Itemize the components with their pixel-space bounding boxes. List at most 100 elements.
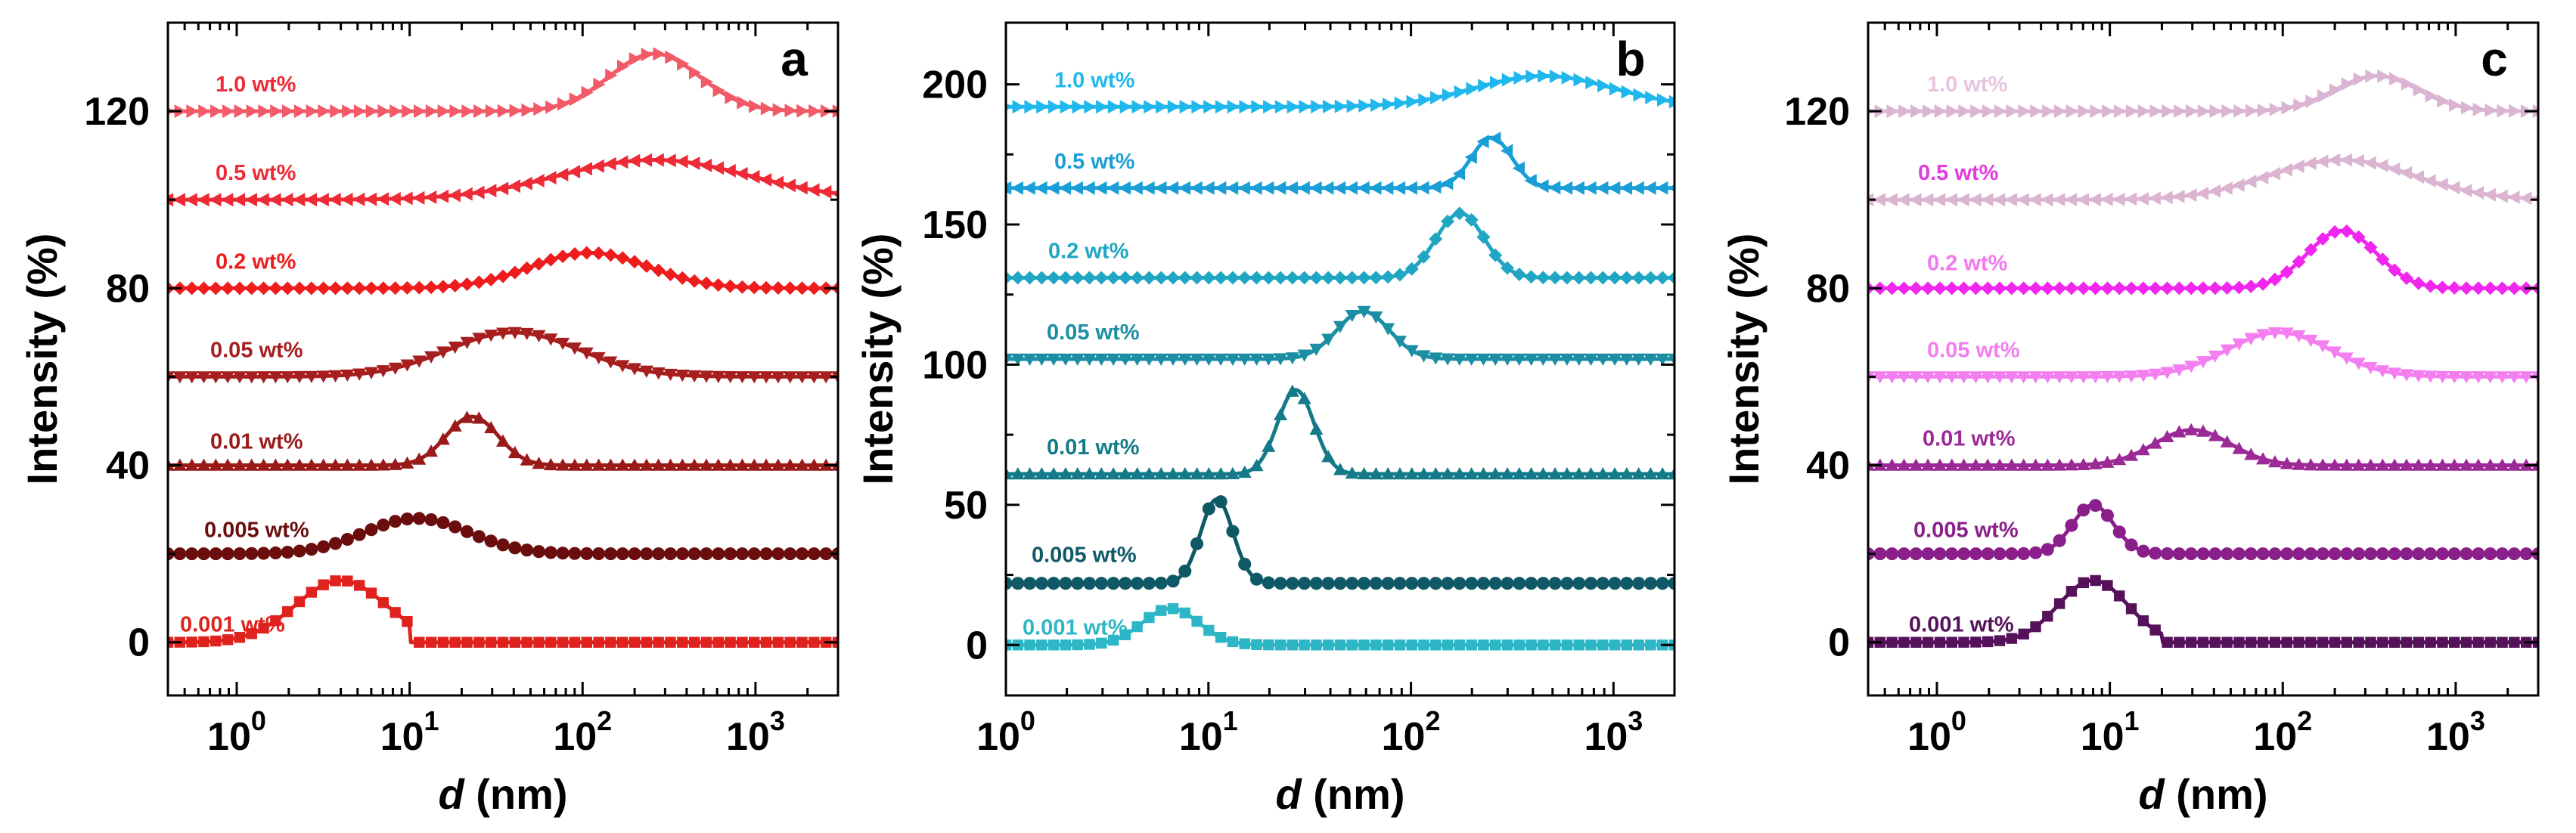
data-point [532,173,545,187]
data-point [1070,353,1085,366]
data-point [2256,547,2270,561]
data-point [747,169,760,184]
data-point [2137,104,2150,119]
data-point [1910,636,1922,648]
data-point [2088,281,2103,296]
data-point [244,281,259,296]
data-point [2267,272,2282,286]
data-point [330,575,341,587]
series-group [168,47,838,648]
data-point [1631,271,1646,285]
data-point [783,371,797,384]
data-point [186,636,197,648]
data-point [1932,193,1946,207]
data-point [293,596,306,608]
data-point [1609,639,1621,651]
data-point [604,547,617,561]
series-0-5wt [168,153,838,207]
data-point [628,458,642,471]
data-point [1084,639,1095,650]
data-point [2042,104,2055,119]
series-0-001wt [1006,603,1674,651]
data-point [281,545,294,559]
data-point [376,192,389,206]
data-point [807,281,821,296]
data-point [1178,467,1192,480]
data-point [759,547,773,561]
data-point [1981,547,1994,561]
data-point [831,190,838,198]
data-point [2401,76,2413,91]
data-point [1631,181,1644,195]
data-point [1619,181,1633,195]
data-point [1548,577,1562,590]
data-point [2363,240,2378,255]
data-point [581,636,592,648]
data-point [340,532,354,547]
data-point [2292,159,2304,174]
data-point [651,367,666,380]
series-1-0wt [168,47,838,119]
data-point [2064,458,2078,471]
data-point [1572,467,1586,480]
data-point [1333,271,1347,285]
data-point [2280,163,2292,177]
data-point [1584,353,1598,366]
y-axis-title: Intensity (%) [1720,234,1768,485]
data-point [1262,576,1275,590]
data-point [2245,636,2257,648]
data-point [424,351,439,364]
data-point [1036,639,1047,651]
data-point [2209,636,2221,648]
data-point [1417,350,1431,363]
data-point [567,246,582,261]
data-point [509,636,521,648]
data-point [1513,639,1525,651]
data-point [1643,181,1656,195]
data-point [711,161,724,175]
data-point [675,370,690,382]
data-point [628,51,642,66]
data-point [2267,327,2282,340]
data-point [1993,371,2007,384]
series-label: 0.001 wt% [180,613,285,637]
data-point [747,280,762,295]
data-point [2377,69,2390,83]
x-axis-title: d (nm) [1275,770,1404,818]
data-point [1404,181,1417,195]
data-point [1538,639,1549,651]
data-point [1130,467,1144,480]
data-point [2233,636,2245,648]
data-point [2172,547,2186,561]
data-point [1512,268,1526,282]
data-point [1656,353,1670,366]
data-point [2351,358,2366,370]
data-point [1406,639,1417,651]
data-point [209,371,223,384]
data-point [556,249,570,264]
data-point [508,541,522,555]
data-point [795,281,809,296]
data-point [377,597,389,608]
data-point [2449,636,2460,648]
data-point [1429,180,1442,194]
data-point [1633,639,1644,651]
data-point [244,458,259,471]
data-point [747,547,761,561]
data-point [2435,370,2450,384]
series-line [1006,388,1674,476]
data-point [1249,271,1264,285]
data-point [365,104,378,119]
data-point [532,257,546,271]
data-point [700,75,713,89]
data-point [2509,104,2522,118]
data-point [244,371,259,384]
series-0-05wt [1868,327,2538,384]
data-point [2447,547,2461,561]
data-point [2435,280,2450,295]
data-point [771,458,785,471]
data-point [2280,265,2294,279]
data-point [1142,181,1155,195]
data-point [1536,179,1549,194]
